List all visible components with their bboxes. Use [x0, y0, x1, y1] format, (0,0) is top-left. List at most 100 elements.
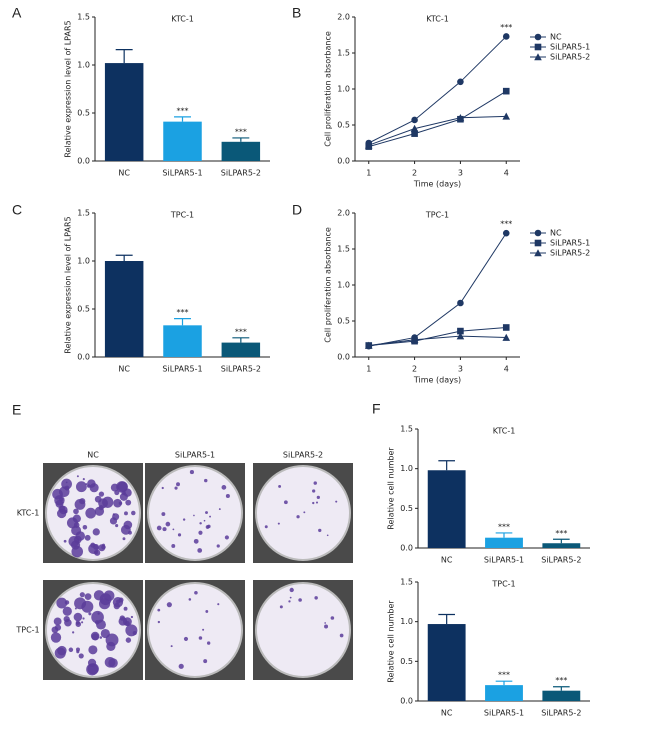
- colony: [131, 510, 136, 516]
- colony: [188, 598, 192, 601]
- colony: [326, 534, 329, 537]
- significance: ***: [498, 671, 510, 680]
- colony: [91, 610, 104, 624]
- colony: [312, 489, 316, 493]
- colony: [50, 632, 62, 643]
- legend-label: SiLPAR5-1: [550, 239, 590, 248]
- colony: [58, 505, 66, 513]
- colony: [194, 591, 198, 595]
- x-tick-label: NC: [441, 556, 453, 565]
- y-axis-label: Relative expression level of LPAR5: [64, 20, 73, 157]
- legend-marker: [534, 249, 542, 257]
- colony: [86, 663, 99, 676]
- colony: [298, 598, 302, 602]
- colony: [125, 499, 132, 506]
- significance: ***: [498, 522, 510, 531]
- colony: [53, 617, 62, 626]
- colony: [198, 636, 203, 640]
- colony: [123, 606, 128, 611]
- colony: [72, 631, 75, 634]
- y-tick-label: 1.5: [400, 578, 413, 587]
- column-label: SiLPAR5-1: [175, 451, 215, 460]
- colony: [75, 531, 86, 541]
- colony: [178, 663, 184, 669]
- colony: [312, 501, 315, 505]
- colony: [314, 596, 318, 600]
- colony: [62, 606, 72, 616]
- y-tick-label: 0.5: [400, 504, 413, 513]
- colony: [124, 511, 128, 516]
- significance: ***: [555, 529, 567, 538]
- colony: [54, 624, 62, 631]
- marker: [364, 341, 373, 349]
- colony: [99, 636, 103, 639]
- colony: [97, 612, 100, 615]
- colony: [157, 608, 161, 612]
- bar: [542, 690, 581, 701]
- significance: ***: [235, 127, 247, 136]
- colony: [205, 511, 208, 515]
- colony: [90, 631, 100, 641]
- colony: [283, 500, 288, 505]
- colony: [221, 484, 227, 490]
- colony: [157, 620, 161, 624]
- colony: [115, 524, 119, 528]
- colony: [82, 524, 88, 530]
- bar: [163, 325, 202, 357]
- colony: [224, 535, 229, 540]
- colony: [277, 522, 280, 525]
- y-tick-label: 0.0: [400, 697, 413, 706]
- x-tick-label: NC: [441, 709, 453, 718]
- marker: [457, 299, 464, 307]
- legend-marker: [534, 33, 542, 41]
- x-tick-label: 4: [504, 365, 509, 374]
- colony: [56, 597, 68, 609]
- colony: [123, 488, 132, 497]
- y-tick-label: 1.0: [337, 85, 350, 94]
- bar: [485, 685, 523, 701]
- x-tick-label: NC: [118, 169, 130, 178]
- column-label: SiLPAR5-2: [283, 451, 323, 460]
- legend-marker: [534, 53, 542, 61]
- colony: [174, 486, 178, 490]
- bar: [104, 63, 144, 161]
- colony: [106, 641, 116, 652]
- colony: [296, 515, 300, 519]
- row-label: TPC-1: [15, 626, 39, 635]
- y-tick-label: 0.0: [77, 353, 90, 362]
- legend-marker: [534, 229, 542, 237]
- colony: [75, 620, 80, 625]
- dish: [255, 465, 351, 561]
- legend-marker: [534, 239, 542, 247]
- colony: [75, 481, 87, 493]
- dish: [147, 465, 243, 561]
- bar: [221, 342, 261, 357]
- significance: ***: [235, 327, 247, 336]
- panel-label: E: [12, 402, 21, 418]
- colony: [81, 621, 84, 624]
- x-tick-label: SiLPAR5-1: [162, 365, 202, 374]
- colony: [125, 637, 132, 643]
- legend-label: SiLPAR5-2: [550, 249, 590, 258]
- bar: [427, 470, 466, 548]
- colony: [113, 498, 122, 508]
- series-line: [368, 232, 507, 347]
- series-line: [368, 326, 507, 346]
- y-tick-label: 0.5: [77, 109, 90, 118]
- colony: [205, 610, 209, 613]
- panel-label: D: [292, 202, 302, 218]
- colony: [330, 616, 335, 620]
- colony: [71, 545, 84, 558]
- legend-label: NC: [550, 229, 562, 238]
- colony: [161, 486, 164, 490]
- colony: [189, 470, 194, 475]
- colony: [197, 548, 203, 553]
- marker: [502, 112, 511, 120]
- colony: [289, 596, 292, 599]
- legend-marker: [534, 43, 542, 51]
- marker: [410, 335, 419, 344]
- x-tick-label: SiLPAR5-1: [162, 169, 202, 178]
- x-tick-label: 2: [412, 365, 417, 374]
- colony: [132, 631, 137, 636]
- colony: [207, 524, 211, 529]
